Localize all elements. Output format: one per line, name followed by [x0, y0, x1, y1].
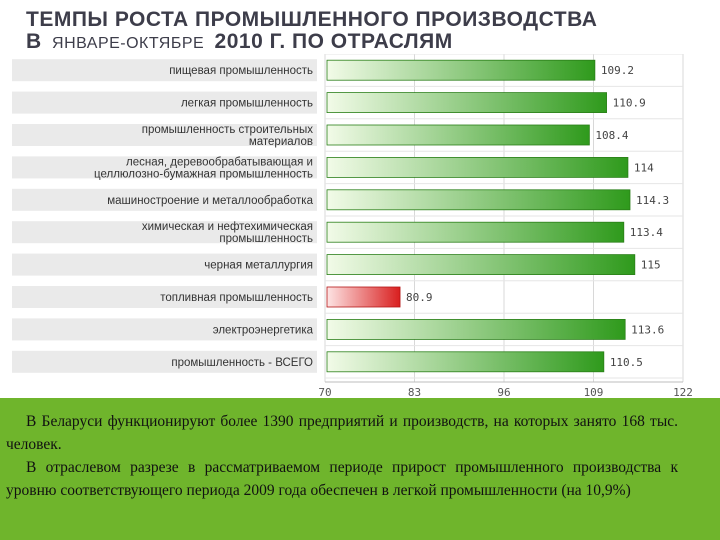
bar-chart: пищевая промышленность 109.2 легкая промыш…	[12, 54, 693, 398]
value-label: 109.2	[601, 64, 634, 77]
bar-row: топливная промышленность 80.9	[12, 286, 433, 308]
bar-row: легкая промышленность 110.9	[12, 91, 646, 114]
category-label: легкая промышленность	[181, 98, 313, 110]
category-label-box	[12, 318, 317, 341]
bar	[326, 92, 607, 113]
bar-row: черная металлургия 115	[12, 253, 661, 276]
tick-label: 122	[673, 386, 693, 398]
category-label-line: промышленность - ВСЕГО	[171, 357, 313, 369]
category-label-box	[12, 124, 317, 146]
category-label-line: топливная промышленность	[160, 292, 313, 304]
category-label: машиностроение и металлообработка	[107, 195, 313, 207]
value-label: 110.9	[613, 97, 646, 110]
category-label: черная металлургия	[204, 260, 313, 272]
category-label-box	[12, 350, 317, 373]
bar-row: электроэнергетика 113.6	[12, 318, 664, 341]
category-label-box	[12, 221, 317, 244]
value-label: 113.6	[631, 323, 664, 336]
category-label-line: промышленность	[219, 233, 313, 245]
value-label: 114.3	[636, 194, 669, 207]
bar-row: промышленность строительных материалов 108…	[12, 124, 629, 148]
value-label: 114	[634, 161, 654, 174]
category-label: химическая и нефтехимическая промышленнос…	[142, 221, 313, 245]
category-label-box	[12, 286, 317, 308]
bottom-panel: В Беларуси функционируют более 1390 пред…	[0, 398, 720, 540]
bar	[326, 318, 626, 340]
value-label: 110.5	[610, 356, 643, 369]
category-label: электроэнергетика	[213, 324, 314, 336]
title-prefix: В	[26, 30, 42, 53]
bar-row: химическая и нефтехимическая промышленнос…	[12, 221, 663, 245]
bar-row: лесная, деревообрабатывающая и целлюлозно…	[12, 156, 654, 180]
title-period: ЯНВАРЕ-ОКТЯБРЕ	[52, 35, 205, 52]
category-label-line: лесная, деревообрабатывающая и	[126, 156, 313, 168]
bar-row: промышленность - ВСЕГО 110.5	[12, 350, 643, 373]
category-label: промышленность строительных материалов	[142, 124, 314, 148]
bar-row: пищевая промышленность 109.2	[12, 59, 634, 82]
category-label: пищевая промышленность	[169, 65, 313, 77]
category-label-box	[12, 253, 317, 276]
title-line-2: В ЯНВАРЕ-ОКТЯБРЕ 2010 Г. ПО ОТРАСЛЯМ	[26, 30, 453, 54]
category-label: топливная промышленность	[160, 292, 313, 304]
value-label: 113.4	[630, 226, 663, 239]
bar	[326, 124, 590, 146]
category-label: промышленность - ВСЕГО	[171, 357, 313, 369]
category-label-line: химическая и нефтехимическая	[142, 221, 313, 233]
bar-row: машиностроение и металлообработка 114.3	[12, 188, 669, 211]
title-line-1: ТЕМПЫ РОСТА ПРОМЫШЛЕННОГО ПРОИЗВОДСТВА	[26, 8, 598, 31]
category-label-box	[12, 188, 317, 211]
tick-label: 109	[584, 386, 604, 398]
category-label-line: целлюлозно-бумажная промышленность	[94, 168, 313, 180]
bar	[326, 189, 631, 211]
paragraph-2: В отраслевом разрезе в рассматриваемом п…	[6, 459, 678, 499]
tick-label: 83	[408, 386, 421, 398]
tick-label: 70	[318, 386, 331, 398]
bar	[326, 221, 625, 243]
chart-title: ТЕМПЫ РОСТА ПРОМЫШЛЕННОГО ПРОИЗВОДСТВА В…	[12, 6, 708, 54]
category-label-line: легкая промышленность	[181, 98, 313, 110]
value-label: 108.4	[595, 129, 628, 142]
category-label-line: материалов	[249, 136, 313, 148]
category-label-box	[12, 59, 317, 82]
description-text: В Беларуси функционируют более 1390 пред…	[6, 410, 678, 502]
bar	[326, 157, 629, 178]
grid-lines	[324, 54, 684, 383]
category-label-line: черная металлургия	[204, 260, 313, 272]
category-label-box	[12, 156, 317, 179]
category-label-line: машиностроение и металлообработка	[107, 195, 313, 207]
tick-label: 96	[497, 386, 510, 398]
bar	[326, 59, 596, 81]
category-label: лесная, деревообрабатывающая и целлюлозно…	[94, 156, 313, 180]
category-label-line: промышленность строительных	[142, 124, 314, 136]
category-label-line: электроэнергетика	[213, 324, 314, 336]
category-label-line: пищевая промышленность	[169, 65, 313, 77]
category-label-box	[12, 91, 317, 114]
bar	[326, 286, 401, 308]
x-axis-ticks: 70 83 96 109 122	[318, 386, 693, 398]
value-label: 80.9	[406, 291, 433, 304]
bar	[326, 254, 636, 276]
value-label: 115	[641, 259, 661, 272]
title-rest: 2010 Г. ПО ОТРАСЛЯМ	[214, 30, 453, 53]
paragraph-1: В Беларуси функционируют более 1390 пред…	[6, 413, 678, 453]
bar	[326, 351, 605, 373]
